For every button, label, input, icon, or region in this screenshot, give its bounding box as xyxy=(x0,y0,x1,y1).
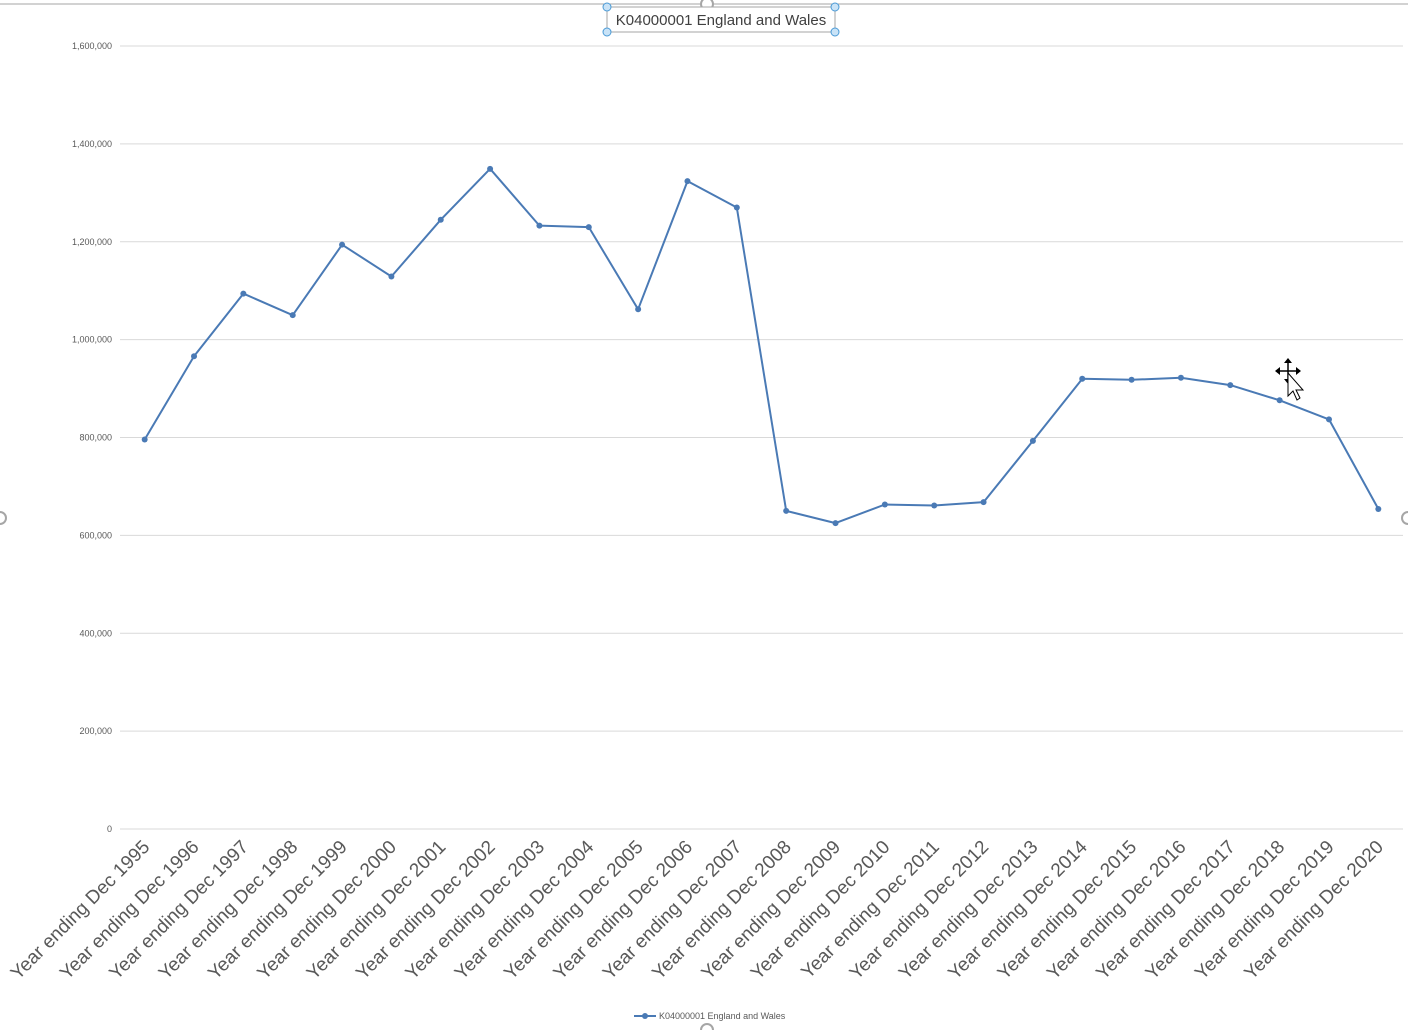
data-point[interactable] xyxy=(240,290,247,297)
data-point[interactable] xyxy=(191,353,198,360)
chart-resize-handle-left[interactable] xyxy=(0,511,7,525)
data-point[interactable] xyxy=(1227,382,1234,389)
title-handle-bottom-left[interactable] xyxy=(602,27,612,37)
data-point[interactable] xyxy=(783,507,790,514)
gridlines xyxy=(120,45,1403,830)
data-point[interactable] xyxy=(1375,505,1382,512)
chart-resize-handle-bottom[interactable] xyxy=(700,1023,714,1030)
legend[interactable]: K04000001 England and Wales xyxy=(634,1011,786,1021)
data-point[interactable] xyxy=(733,204,740,211)
legend-point-marker xyxy=(642,1013,648,1019)
data-point[interactable] xyxy=(388,273,395,280)
move-cursor-icon xyxy=(1275,358,1305,401)
data-point[interactable] xyxy=(536,222,543,229)
data-point[interactable] xyxy=(980,499,987,506)
y-tick-label: 800,000 xyxy=(79,433,112,443)
title-handle-bottom-right[interactable] xyxy=(830,27,840,37)
data-point[interactable] xyxy=(585,224,592,231)
data-point[interactable] xyxy=(1128,376,1135,383)
data-point[interactable] xyxy=(437,216,444,223)
data-point[interactable] xyxy=(635,306,642,313)
title-selection-box xyxy=(606,6,836,33)
data-point[interactable] xyxy=(1029,437,1036,444)
title-handle-top-right[interactable] xyxy=(830,2,840,12)
chart-title[interactable]: K04000001 England and Wales xyxy=(616,12,826,29)
data-point[interactable] xyxy=(141,436,148,443)
y-axis-tick-labels: 0 200,000 400,000 600,000 800,000 1,000,000 1,… xyxy=(72,41,112,834)
title-handle-top-left[interactable] xyxy=(602,2,612,12)
data-point[interactable] xyxy=(832,520,839,527)
series-line[interactable] xyxy=(143,167,1380,525)
data-point[interactable] xyxy=(487,165,494,172)
series-layer xyxy=(141,165,1382,527)
data-point[interactable] xyxy=(931,502,938,509)
chart-title-box[interactable]: K04000001 England and Wales xyxy=(602,2,840,37)
data-point[interactable] xyxy=(339,241,346,248)
y-tick-label: 200,000 xyxy=(79,726,112,736)
y-tick-label: 1,000,000 xyxy=(72,335,112,345)
data-point[interactable] xyxy=(1276,397,1283,404)
data-point[interactable] xyxy=(1079,375,1086,382)
y-tick-label: 1,200,000 xyxy=(72,237,112,247)
data-point[interactable] xyxy=(684,178,691,185)
y-tick-label: 0 xyxy=(107,824,112,834)
legend-entry-label: K04000001 England and Wales xyxy=(659,1011,786,1021)
data-point[interactable] xyxy=(881,501,888,508)
y-tick-label: 400,000 xyxy=(79,628,112,638)
data-point[interactable] xyxy=(1177,374,1184,381)
y-tick-label: 600,000 xyxy=(79,530,112,540)
chart-resize-handle-right[interactable] xyxy=(1401,511,1408,525)
data-point[interactable] xyxy=(289,312,296,319)
data-point[interactable] xyxy=(1325,416,1332,423)
y-tick-label: 1,400,000 xyxy=(72,139,112,149)
y-tick-label: 1,600,000 xyxy=(72,41,112,51)
